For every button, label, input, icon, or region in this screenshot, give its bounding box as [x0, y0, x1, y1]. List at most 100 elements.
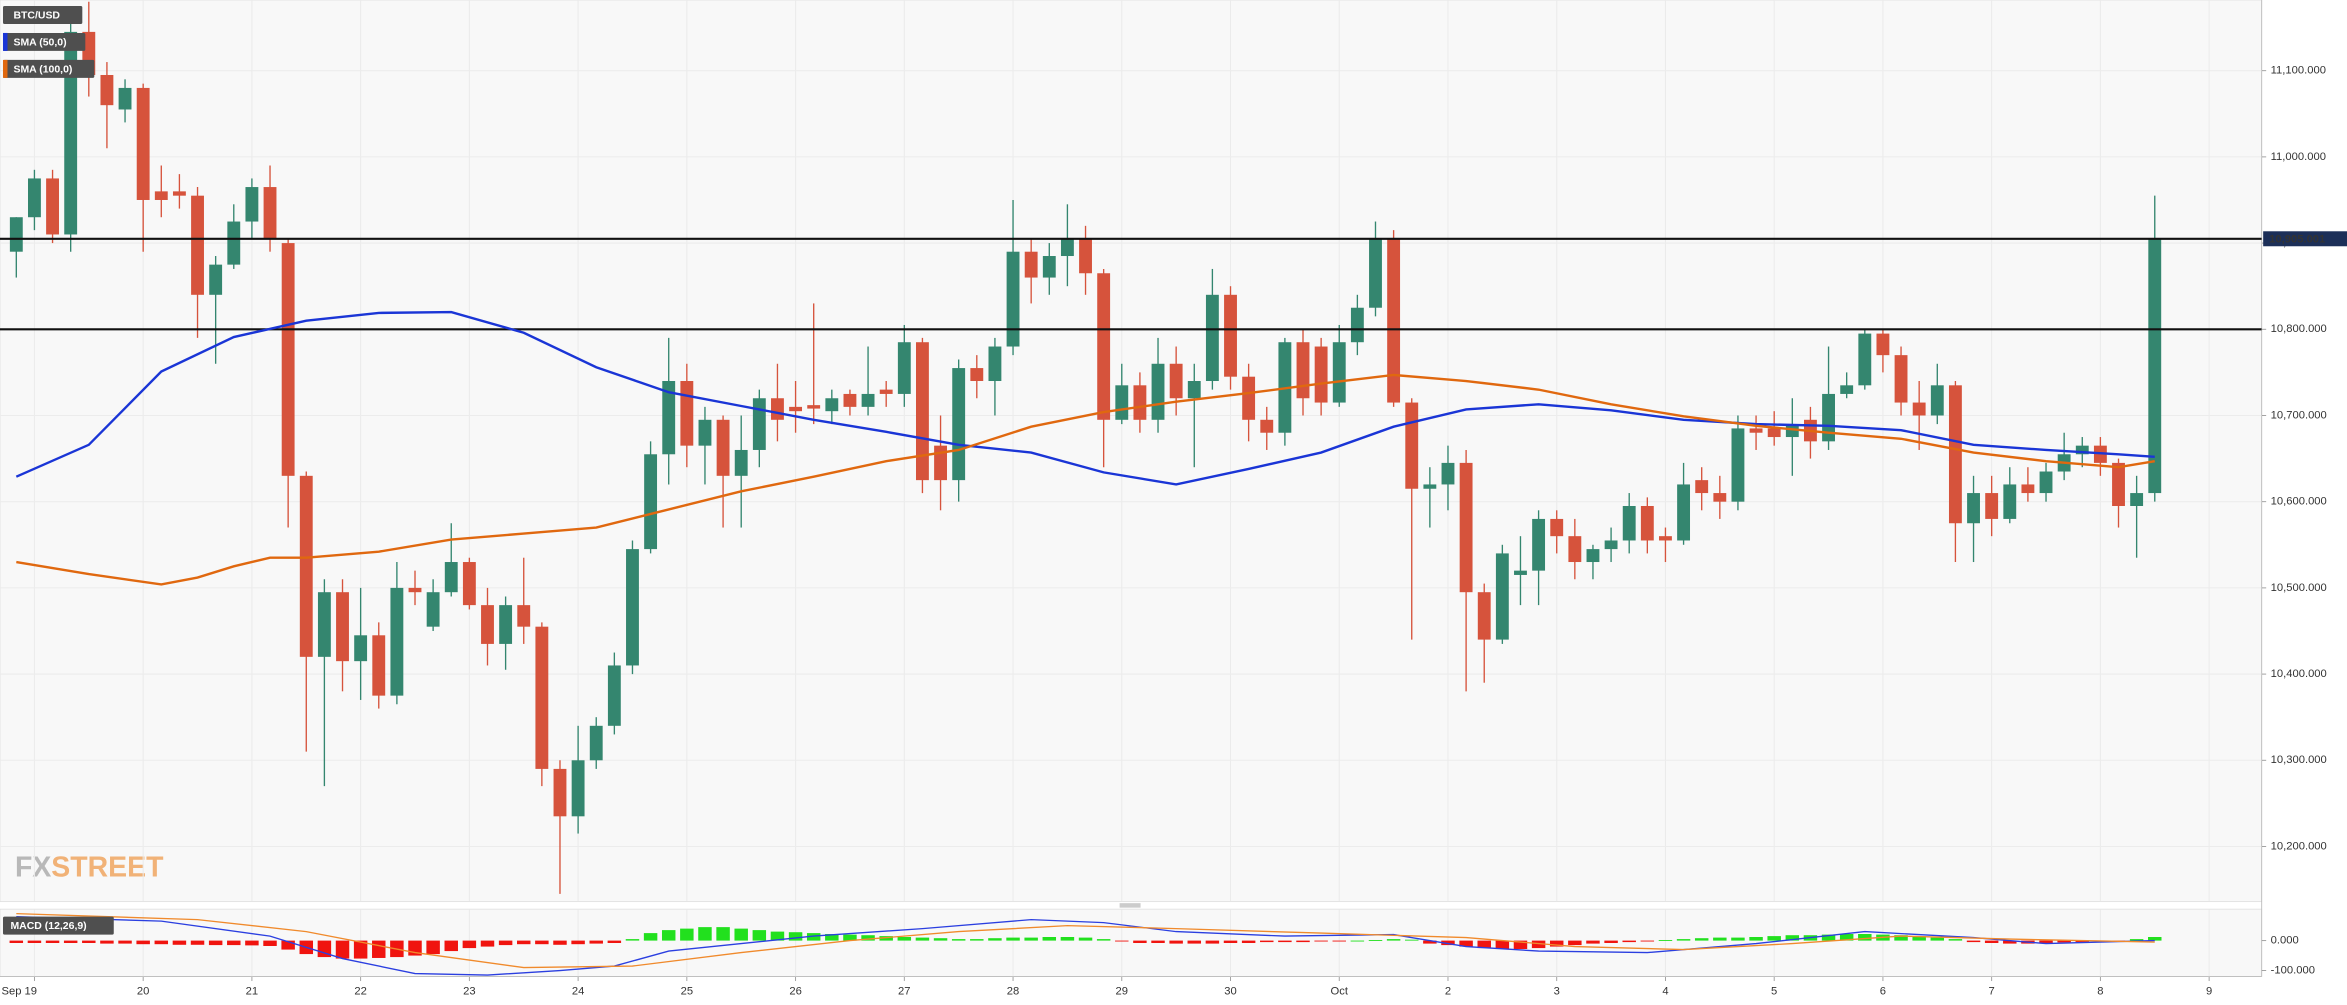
macd-histogram-bar: [970, 939, 984, 941]
candle-body: [644, 454, 658, 550]
macd-histogram-bar: [118, 940, 132, 944]
candle-body: [1332, 342, 1346, 403]
x-tick-label: 29: [1116, 985, 1128, 997]
macd-histogram-bar: [1858, 934, 1872, 941]
candle-body: [1985, 493, 1999, 519]
macd-histogram-bar: [1205, 940, 1220, 944]
macd-histogram-bar: [806, 933, 821, 941]
candle-body: [1060, 238, 1074, 257]
macd-histogram-bar: [752, 930, 767, 941]
macd-histogram-bar: [1278, 940, 1292, 943]
macd-histogram-bar: [281, 940, 295, 950]
candle-body: [1967, 493, 1980, 524]
macd-histogram-bar: [861, 935, 875, 941]
candle-body: [1097, 273, 1111, 420]
candle-body: [2148, 238, 2162, 494]
candle-body: [1822, 393, 1835, 442]
macd-histogram-bar: [643, 933, 658, 941]
candle-body: [952, 368, 966, 481]
candle-body: [9, 217, 23, 252]
candle-body: [680, 381, 694, 446]
macd-histogram-bar: [1060, 937, 1075, 941]
candle-body: [1405, 402, 1419, 489]
y-tick-label: 10,400.000: [2271, 668, 2327, 680]
legend-box: [2, 5, 83, 24]
candle-body: [1622, 505, 1636, 541]
macd-histogram-bar: [317, 940, 332, 958]
y-tick-label: 11,000.000: [2271, 151, 2326, 163]
macd-histogram-bar: [553, 940, 567, 945]
macd-histogram-bar: [788, 932, 803, 941]
candle-body: [209, 264, 223, 295]
candle-body: [571, 760, 585, 817]
macd-histogram-bar: [1441, 940, 1455, 946]
candle-body: [1659, 536, 1672, 541]
candle-body: [771, 398, 784, 420]
candle-body: [499, 605, 513, 644]
candle-body: [589, 725, 603, 761]
candle-body: [1224, 294, 1237, 377]
y-tick-label: 10,500.000: [2271, 582, 2327, 594]
candle-body: [100, 74, 114, 106]
macd-histogram-bar: [1658, 939, 1673, 941]
macd-histogram-bar: [1731, 937, 1745, 941]
candle-body: [662, 381, 676, 455]
macd-histogram-bar: [1042, 937, 1057, 941]
candle-body: [1586, 549, 1600, 563]
candle-body: [1767, 428, 1781, 438]
candle-body: [607, 665, 621, 726]
macd-histogram-bar: [1604, 940, 1618, 943]
macd-histogram-bar: [716, 927, 730, 941]
candle-body: [227, 221, 241, 265]
candle-body: [1568, 536, 1582, 563]
candle-body: [626, 549, 639, 666]
candle-body: [2075, 445, 2089, 455]
last-price-box: [2263, 231, 2347, 247]
candle-body: [1369, 238, 1382, 308]
candle-body: [1894, 355, 1908, 403]
macd-histogram-bar: [1984, 940, 1999, 943]
legend: BTC/USD SMA (50,0) SMA (100,0) MACD (12,26,…: [2, 5, 114, 935]
y-tick-label: 10,200.000: [2271, 840, 2327, 852]
macd-histogram-bar: [1821, 934, 1836, 941]
x-tick-label: 8: [2097, 985, 2103, 997]
candle-body: [716, 419, 730, 476]
y-tick-label: 10,700.000: [2271, 409, 2327, 421]
candle-body: [263, 187, 277, 239]
x-tick-label: 25: [681, 985, 693, 997]
candle-body: [843, 393, 857, 407]
macd-plot: [9, 909, 2210, 977]
macd-histogram-bar: [680, 928, 694, 941]
candle-body: [789, 406, 803, 412]
panel-handle[interactable]: [1119, 903, 1141, 908]
macd-histogram-bar: [1405, 939, 1419, 941]
macd-histogram-bar: [1115, 940, 1129, 942]
x-tick-label: 5: [1771, 985, 1777, 997]
candle-body: [1912, 402, 1926, 416]
legend-label: SMA (50,0): [13, 37, 66, 48]
candle-body: [1532, 518, 1546, 571]
macd-histogram-bar: [571, 940, 585, 945]
macd-histogram-bar: [227, 940, 241, 946]
y-tick-label: 0.000: [2271, 935, 2299, 947]
x-tick-label: 23: [463, 985, 475, 997]
candle-body: [1495, 553, 1509, 640]
candle-body: [825, 398, 839, 412]
candle-body: [2021, 484, 2035, 494]
candle-body: [27, 178, 41, 218]
candle-body: [1840, 385, 1854, 394]
candle-body: [535, 626, 549, 769]
candle-body: [1749, 428, 1763, 433]
logo: FXSTREET: [15, 851, 164, 883]
macd-histogram-bar: [843, 934, 857, 941]
candle-body: [1713, 493, 1727, 502]
candle-body: [879, 389, 893, 394]
candle-body: [1423, 484, 1437, 489]
macd-histogram-bar: [625, 939, 640, 941]
macd-histogram-bar: [1459, 940, 1473, 947]
macd-histogram-bar: [897, 937, 912, 941]
macd-histogram-bar: [2039, 940, 2053, 943]
macd-histogram-bar: [770, 931, 785, 941]
